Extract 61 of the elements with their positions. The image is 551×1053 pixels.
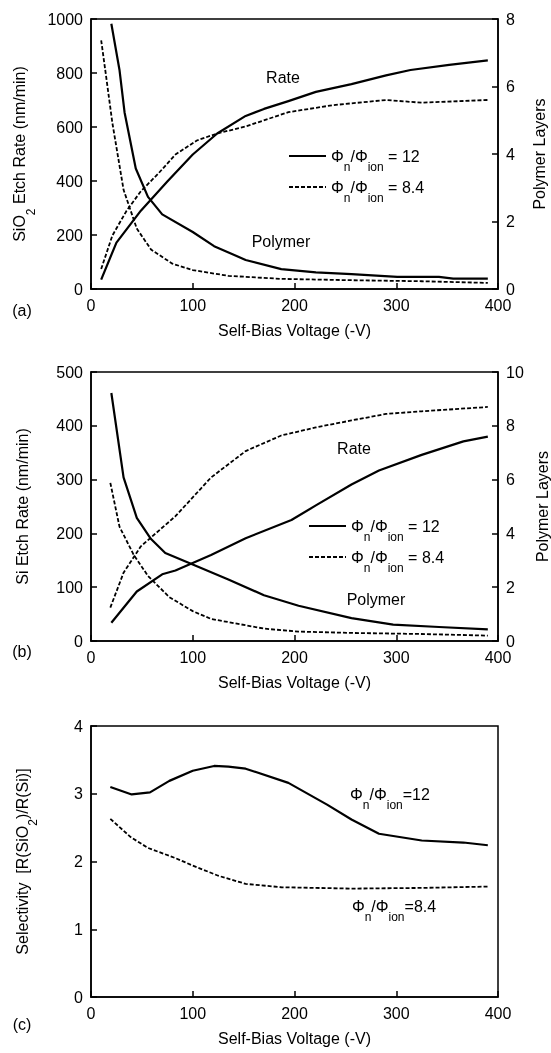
line-series	[109, 817, 489, 890]
y2-tick-label: 2	[506, 213, 515, 230]
text: (a)	[12, 301, 32, 319]
y-axis-title: Selectivity [R(SiO2)/R(Si)]	[13, 768, 40, 955]
x-tick-label: 300	[382, 296, 410, 314]
y-tick-label: 1	[74, 920, 84, 938]
annotation: Rate	[266, 68, 300, 86]
y2-tick-label: 8	[506, 10, 515, 28]
x-tick-label: 0	[86, 296, 96, 314]
y-tick-label: 400	[56, 417, 84, 435]
y2-tick-label: 0	[506, 280, 515, 298]
text: (c)	[12, 1015, 32, 1033]
y-tick-label: 2	[74, 853, 84, 870]
x-tick-label: 300	[382, 648, 410, 666]
y-axis-title: SiO2 Etch Rate (nm/min)	[11, 66, 38, 242]
annotation: Rate	[337, 439, 371, 457]
y-tick-label: 0	[74, 632, 84, 650]
x-tick-label: 200	[281, 296, 308, 314]
x-tick-label: 400	[484, 296, 512, 314]
y2-tick-label: 4	[506, 145, 515, 163]
y-tick-label: 0	[74, 988, 84, 1006]
x-tick-label: 100	[179, 648, 207, 666]
x-tick-label: 300	[382, 1004, 410, 1022]
line-series	[110, 391, 489, 631]
x-tick-label: 0	[86, 648, 96, 666]
line-series	[109, 764, 489, 847]
y2-tick-label: 10	[506, 363, 524, 381]
y2-tick-label: 2	[506, 578, 515, 596]
y-tick-label: 100	[56, 578, 84, 596]
x-tick-label: 100	[179, 296, 207, 314]
y2-tick-label: 8	[506, 417, 515, 435]
y-tick-label: 3	[74, 785, 84, 803]
y-tick-label: 600	[56, 118, 84, 136]
y-tick-label: 400	[56, 172, 84, 190]
y2-tick-label: 0	[506, 632, 515, 650]
annotation: Polymer	[346, 590, 407, 608]
y2-axis-title: Polymer Layers	[530, 98, 548, 210]
y-tick-label: 200	[56, 524, 84, 542]
y-tick-label: 0	[74, 280, 84, 298]
x-tick-label: 100	[179, 1004, 207, 1022]
x-axis-title: Self-Bias Voltage (-V)	[218, 673, 371, 691]
x-axis-title: Self-Bias Voltage (-V)	[218, 1029, 371, 1047]
x-tick-label: 400	[484, 648, 512, 666]
annotation: Polymer	[251, 232, 312, 250]
x-tick-label: 200	[281, 1004, 308, 1022]
x-axis-title: Self-Bias Voltage (-V)	[218, 321, 371, 339]
y-tick-label: 1000	[47, 10, 84, 28]
y2-axis-title: Polymer Layers	[534, 450, 551, 563]
y-tick-label: 300	[56, 471, 84, 489]
x-tick-label: 200	[281, 648, 308, 666]
x-tick-label: 400	[484, 1004, 512, 1022]
y-axis-title: Si Etch Rate (nm/min)	[13, 428, 31, 585]
y2-tick-label: 6	[506, 78, 515, 95]
y-tick-label: 4	[74, 717, 84, 735]
y-tick-label: 500	[56, 363, 84, 381]
y-tick-label: 800	[56, 64, 84, 82]
y-tick-label: 200	[56, 226, 84, 244]
x-tick-label: 0	[86, 1004, 96, 1022]
y2-tick-label: 4	[506, 524, 515, 542]
text: (b)	[12, 642, 32, 660]
y2-tick-label: 6	[506, 471, 515, 489]
